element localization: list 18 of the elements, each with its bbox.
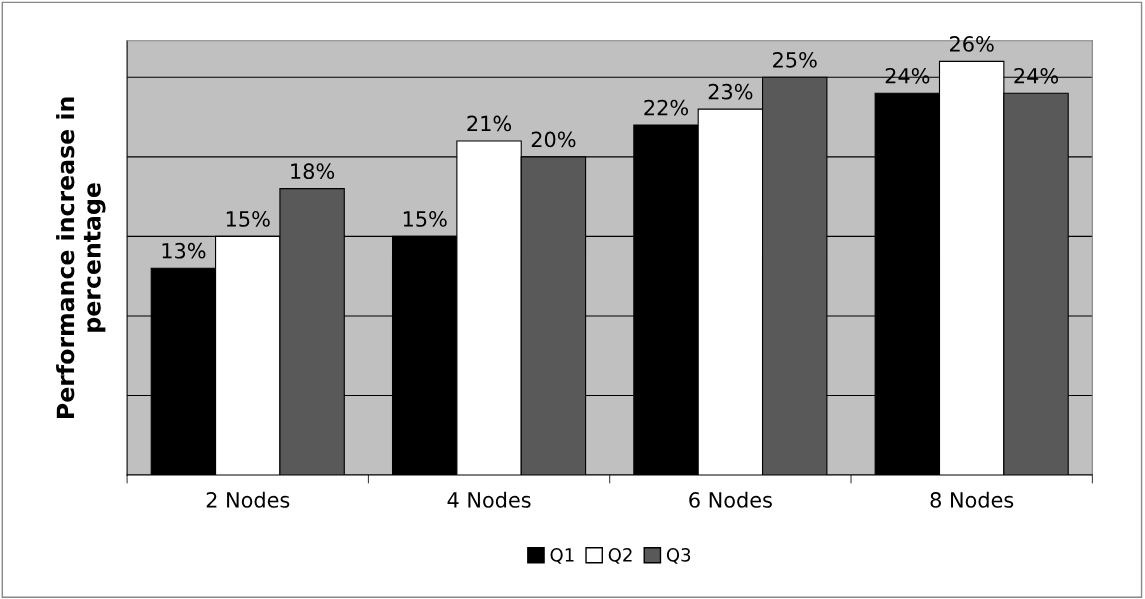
y-axis-title: Performance increase in percentage xyxy=(56,97,106,418)
legend-label: Q1 xyxy=(550,548,574,564)
data-label: 15% xyxy=(226,211,270,227)
data-label: 18% xyxy=(291,163,335,180)
data-label: 21% xyxy=(467,115,512,132)
data-label: 22% xyxy=(644,99,689,116)
data-label: 20% xyxy=(531,131,576,148)
x-tick-label: 8 Nodes xyxy=(930,491,1014,508)
data-label: 13% xyxy=(162,242,206,259)
data-label: 23% xyxy=(708,83,753,100)
legend-label: Q2 xyxy=(608,548,632,564)
x-tick-label: 2 Nodes xyxy=(206,491,290,508)
data-label: 15% xyxy=(403,211,447,227)
data-label: 25% xyxy=(773,51,817,68)
data-label: 26% xyxy=(950,36,994,52)
legend-label: Q3 xyxy=(666,548,691,564)
x-tick-label: 6 Nodes xyxy=(689,491,772,508)
x-tick-label: 4 Nodes xyxy=(447,491,531,508)
